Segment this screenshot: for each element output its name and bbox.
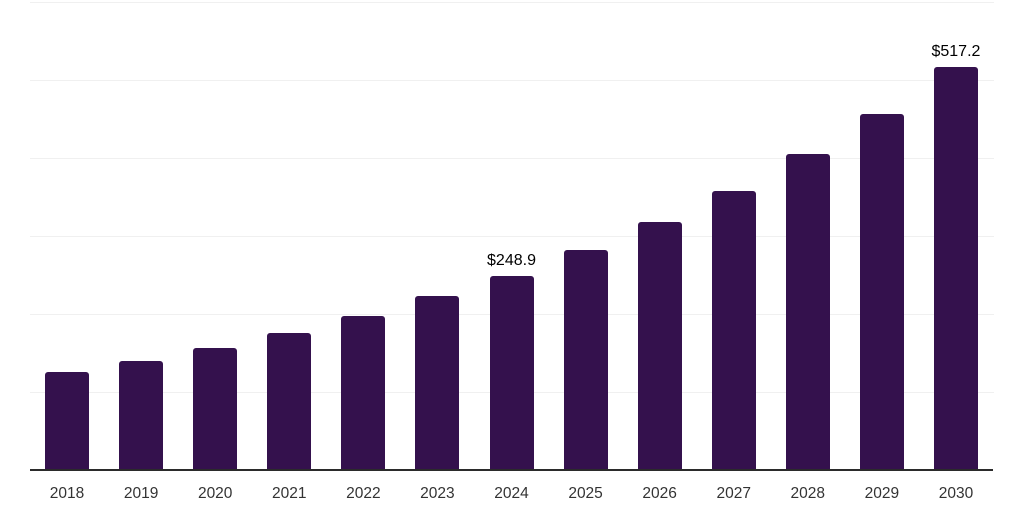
bar-2018	[45, 372, 90, 470]
x-tick-label-2029: 2029	[864, 485, 900, 502]
x-tick-label-2023: 2023	[420, 485, 455, 502]
bar-2019	[119, 361, 164, 470]
x-tick-label-2018: 2018	[49, 485, 85, 502]
gridline-600	[30, 2, 994, 3]
bar-2029	[859, 114, 904, 470]
x-tick-label-2019: 2019	[123, 485, 159, 502]
x-tick-label-2030: 2030	[938, 485, 974, 502]
data-label-2024: $248.9	[487, 252, 536, 269]
bar-2022	[341, 316, 386, 470]
x-tick-label-2020: 2020	[197, 485, 233, 502]
bar-2020	[193, 348, 238, 470]
x-tick-label-2021: 2021	[272, 485, 307, 502]
gridline-300	[30, 236, 994, 237]
x-axis-line	[30, 469, 993, 471]
bar-2025	[563, 250, 608, 470]
x-tick-label-2024: 2024	[494, 485, 529, 502]
x-tick-label-2027: 2027	[716, 485, 751, 502]
data-label-2030: $517.2	[931, 43, 981, 60]
bar-2030	[933, 67, 978, 470]
bar-2021	[267, 333, 312, 470]
bar-2027	[711, 191, 756, 470]
bar-2028	[785, 154, 830, 470]
x-tick-label-2025: 2025	[568, 485, 603, 502]
gridline-400	[30, 158, 994, 159]
bar-2024	[489, 276, 534, 470]
bar-2023	[415, 296, 460, 470]
x-tick-label-2022: 2022	[346, 485, 381, 502]
x-tick-label-2026: 2026	[642, 485, 677, 502]
bar-2026	[637, 222, 682, 470]
x-tick-label-2028: 2028	[790, 485, 826, 502]
gridline-500	[30, 80, 994, 81]
